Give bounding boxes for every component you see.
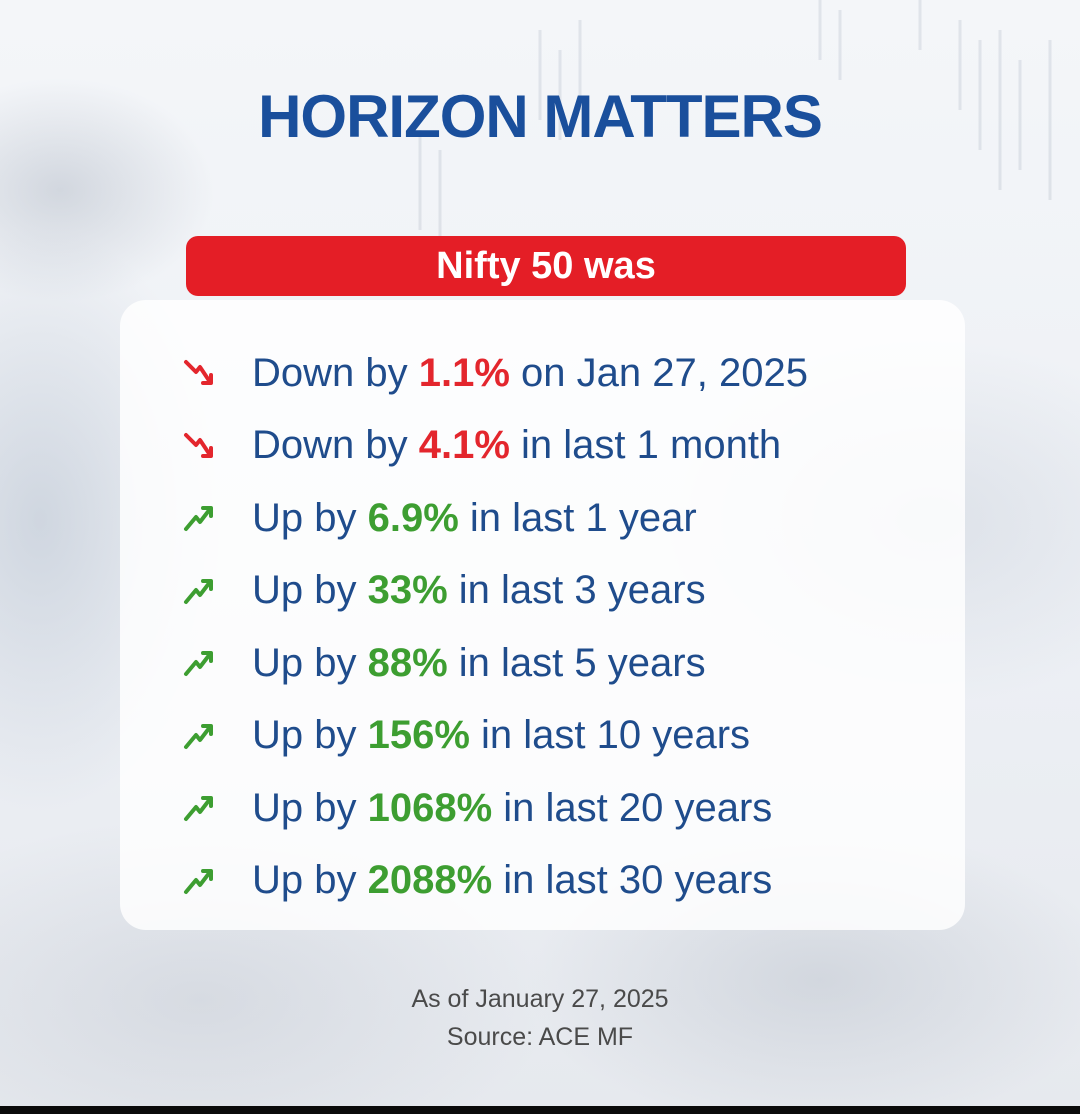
list-item-percentage: 6.9% [367, 495, 459, 540]
list-item-suffix: in last 3 years [447, 568, 706, 612]
list-item-text: Down by 4.1% in last 1 month [252, 423, 781, 468]
list-item: Up by 156% in last 10 years [178, 711, 750, 761]
list-item: Up by 6.9% in last 1 year [178, 493, 697, 543]
list-item-suffix: in last 1 month [509, 423, 782, 467]
trend-up-icon [178, 719, 220, 753]
list-item-prefix: Down by [252, 423, 419, 467]
list-item-suffix: in last 20 years [492, 785, 773, 830]
page-title: HORIZON MATTERS [258, 83, 823, 150]
trend-up-icon [178, 574, 220, 608]
list-item: Up by 33% in last 3 years [178, 566, 706, 616]
list-item-percentage: 88% [367, 640, 448, 685]
content-card [120, 300, 965, 930]
list-item-percentage: 4.1% [418, 423, 510, 467]
trend-up-icon [178, 864, 220, 898]
list-item: Up by 88% in last 5 years [178, 638, 706, 688]
list-item-prefix: Up by [252, 785, 368, 830]
list-item: Down by 4.1% in last 1 month [178, 421, 781, 471]
source-note: Source: ACE MF [446, 1023, 634, 1051]
list-item: Up by 2088% in last 30 years [178, 856, 772, 906]
list-item-prefix: Up by [252, 495, 368, 540]
list-item: Up by 1068% in last 20 years [178, 783, 772, 833]
background-candlestick-chart [418, 0, 1052, 250]
list-item-text: Down by 1.1% on Jan 27, 2025 [252, 351, 808, 396]
list-item-suffix: in last 30 years [492, 858, 773, 902]
list-item-text: Up by 33% in last 3 years [252, 568, 706, 613]
list-item-prefix: Down by [252, 350, 419, 395]
list-item-suffix: in last 10 years [469, 713, 751, 757]
trend-up-icon [178, 646, 220, 680]
list-item-text: Up by 6.9% in last 1 year [252, 496, 697, 541]
list-item-percentage: 1.1% [418, 350, 510, 395]
list-item: Down by 1.1% on Jan 27, 2025 [178, 348, 808, 398]
trend-up-icon [178, 791, 220, 825]
list-item-prefix: Up by [252, 858, 368, 902]
nifty-banner: Nifty 50 was [186, 236, 906, 296]
list-item-percentage: 33% [367, 568, 448, 612]
list-item-text: Up by 156% in last 10 years [252, 713, 750, 758]
trend-down-icon [178, 429, 220, 463]
trend-up-icon [178, 501, 220, 535]
list-item-percentage: 1068% [367, 785, 493, 830]
list-item-suffix: in last 1 year [458, 495, 697, 540]
list-item-prefix: Up by [252, 568, 368, 612]
list-item-suffix: in last 5 years [447, 640, 706, 685]
list-item-text: Up by 2088% in last 30 years [252, 858, 772, 903]
list-item-prefix: Up by [252, 713, 368, 757]
list-item-text: Up by 1068% in last 20 years [252, 786, 772, 831]
list-item-suffix: on Jan 27, 2025 [509, 350, 808, 395]
list-item-prefix: Up by [252, 640, 368, 685]
bottom-edge [0, 1106, 1080, 1114]
list-item-percentage: 156% [367, 713, 470, 757]
list-item-text: Up by 88% in last 5 years [252, 641, 706, 686]
as-of-date: As of January 27, 2025 [411, 985, 669, 1013]
trend-down-icon [178, 356, 220, 390]
list-item-percentage: 2088% [367, 858, 493, 902]
